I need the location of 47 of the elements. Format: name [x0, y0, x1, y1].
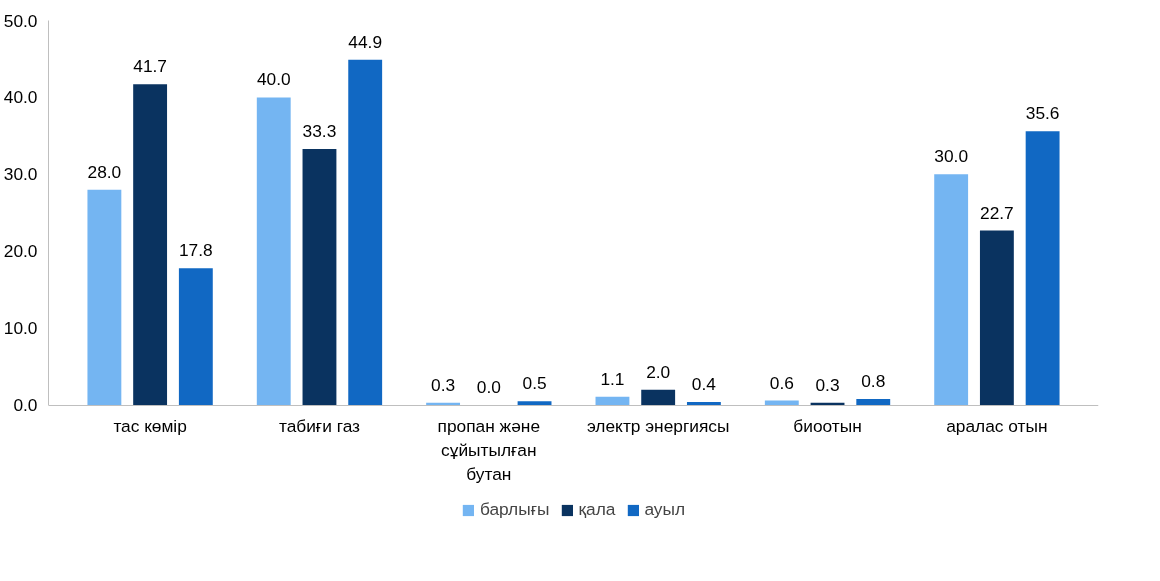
- bar: [686, 402, 721, 406]
- data-label: 0.4: [691, 374, 717, 395]
- bar: [641, 389, 676, 406]
- bar: [1025, 131, 1060, 406]
- bar: [348, 59, 383, 406]
- data-label: 17.8: [178, 240, 213, 261]
- x-tick-label: пропан және сұйытылған бутан: [437, 416, 541, 485]
- legend-label: ауыл: [644, 499, 686, 520]
- data-label: 0.8: [861, 370, 886, 391]
- legend-label: барлығы: [479, 499, 550, 520]
- bar: [87, 189, 122, 406]
- y-tick-label: 20.0: [3, 241, 38, 262]
- legend-label: қала: [578, 499, 616, 520]
- data-label: 0.5: [522, 373, 547, 394]
- data-label: 35.6: [1025, 103, 1060, 124]
- data-label: 30.0: [934, 146, 969, 167]
- data-label: 2.0: [646, 361, 671, 382]
- x-tick-label: электр энергиясы: [586, 416, 730, 437]
- data-label: 44.9: [348, 31, 383, 52]
- data-label: 0.3: [815, 374, 840, 395]
- data-label: 0.3: [431, 374, 456, 395]
- y-tick-label: 10.0: [3, 318, 38, 339]
- data-label: 0.6: [769, 372, 794, 393]
- y-tick-label: 50.0: [3, 10, 38, 31]
- x-tick-label: аралас отын: [946, 416, 1048, 437]
- bar: [595, 396, 630, 406]
- data-label: 33.3: [302, 120, 337, 141]
- y-tick-label: 40.0: [3, 87, 38, 108]
- bar: [934, 174, 969, 406]
- data-label: 0.0: [476, 377, 501, 398]
- data-label: 40.0: [256, 69, 291, 90]
- bar: [856, 398, 891, 406]
- data-label: 1.1: [600, 368, 625, 389]
- bar: [256, 97, 291, 406]
- data-label: 28.0: [87, 161, 122, 182]
- y-tick-label: 30.0: [3, 164, 38, 185]
- bar: [178, 268, 213, 406]
- x-tick-label: тас көмір: [113, 416, 187, 437]
- data-label: 22.7: [980, 202, 1014, 223]
- data-label: 41.7: [133, 56, 167, 77]
- y-tick-label: 0.0: [13, 395, 38, 416]
- x-tick-label: биоотын: [793, 416, 862, 437]
- x-tick-label: табиғи газ: [278, 416, 361, 437]
- bar: [979, 230, 1014, 406]
- bar: [517, 401, 552, 406]
- bar: [302, 148, 337, 406]
- bar: [133, 84, 168, 406]
